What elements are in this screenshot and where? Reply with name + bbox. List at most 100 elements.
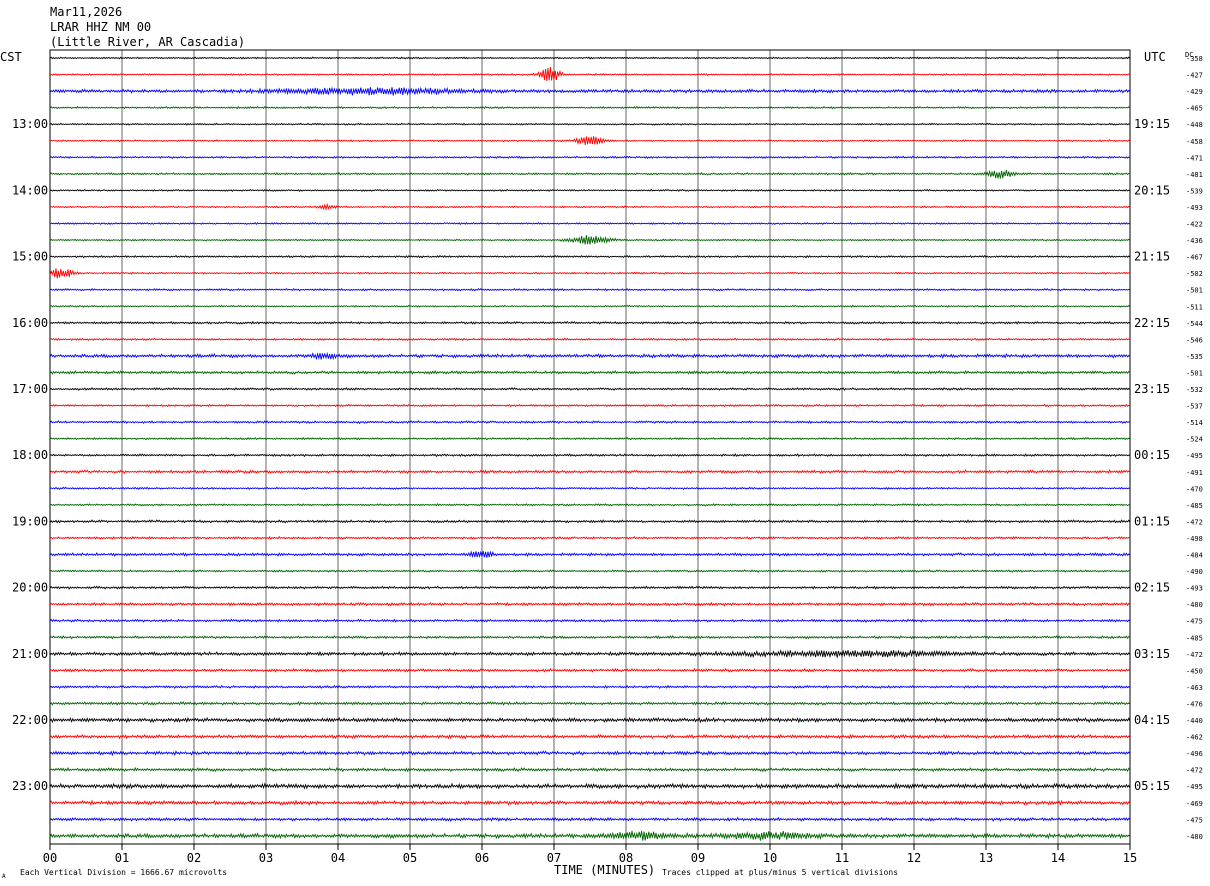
trace-row-38	[49, 684, 1131, 690]
dc-offset-label: -476	[1186, 700, 1203, 708]
left-hour-label: 15:00	[12, 250, 48, 264]
trace-row-37	[49, 667, 1131, 673]
dc-offset-label: -436	[1186, 237, 1203, 245]
trace-row-10	[49, 221, 1131, 226]
trace-row-42	[49, 750, 1131, 757]
x-tick-label: 06	[475, 851, 489, 865]
trace-row-30	[49, 550, 1131, 559]
dc-offset-label: -481	[1186, 171, 1203, 179]
trace-row-45	[49, 799, 1131, 806]
trace-row-28	[49, 519, 1131, 524]
dc-offset-label: -462	[1186, 734, 1203, 742]
x-tick-label: 15	[1123, 851, 1137, 865]
trace-row-36	[49, 648, 1131, 659]
header-station: LRAR HHZ NM 00	[50, 20, 151, 34]
dc-offset-label: -514	[1186, 419, 1203, 427]
right-hour-label: 05:15	[1134, 779, 1170, 793]
left-hour-label: 18:00	[12, 448, 48, 462]
dc-offset-label: -544	[1186, 320, 1203, 328]
trace-row-44	[49, 782, 1131, 790]
trace-row-39	[49, 700, 1131, 707]
dc-offset-label: -490	[1186, 568, 1203, 576]
dc-offset-label: -440	[1186, 717, 1203, 725]
x-tick-label: 02	[187, 851, 201, 865]
dc-offset-label: -501	[1186, 369, 1203, 377]
dc-offset-label: -469	[1186, 800, 1203, 808]
trace-row-20	[49, 386, 1131, 391]
seismic-traces	[49, 56, 1131, 841]
dc-offset-label: -511	[1186, 303, 1203, 311]
trace-row-11	[49, 235, 1131, 245]
x-tick-label: 03	[259, 851, 273, 865]
x-tick-label: 01	[115, 851, 129, 865]
dc-offset-label: -501	[1186, 287, 1203, 295]
dc-offset-label: -485	[1186, 634, 1203, 642]
plot-frame	[49, 49, 1131, 845]
trace-row-41	[49, 733, 1131, 740]
trace-row-1	[49, 66, 1131, 81]
x-tick-label: 00	[43, 851, 57, 865]
dc-offset-label: -498	[1186, 535, 1203, 543]
trace-row-35	[49, 634, 1131, 640]
dc-offset-label: -502	[1186, 270, 1203, 278]
dc-offset-label: -491	[1186, 469, 1203, 477]
header-location: (Little River, AR Cascadia)	[50, 35, 245, 49]
dc-offset-label: -493	[1186, 585, 1203, 593]
trace-row-7	[49, 169, 1131, 179]
trace-row-46	[49, 816, 1131, 822]
right-hour-label: 01:15	[1134, 514, 1170, 528]
trace-row-22	[49, 420, 1131, 425]
dc-offset-label: -546	[1186, 336, 1203, 344]
trace-row-25	[49, 469, 1131, 475]
dc-offset-label: -493	[1186, 204, 1203, 212]
x-tick-label: 04	[331, 851, 345, 865]
trace-row-6	[49, 155, 1131, 160]
dc-offset-label: -472	[1186, 767, 1203, 775]
trace-row-3	[49, 105, 1131, 110]
dc-offset-label: -458	[1186, 138, 1203, 146]
left-hour-label: 20:00	[12, 581, 48, 595]
left-hour-label: 21:00	[12, 647, 48, 661]
trace-row-5	[49, 136, 1131, 146]
left-hour-label: 17:00	[12, 382, 48, 396]
trace-row-27	[49, 502, 1131, 507]
x-tick-label: 11	[835, 851, 849, 865]
dc-offset-label: -495	[1186, 783, 1203, 791]
trace-row-19	[49, 369, 1131, 375]
trace-row-26	[49, 486, 1131, 491]
trace-row-13	[49, 268, 1131, 279]
x-tick-label: 05	[403, 851, 417, 865]
trace-row-24	[49, 453, 1131, 458]
dc-offset-label: -448	[1186, 121, 1203, 129]
corner-mark: A	[2, 873, 6, 880]
x-tick-label: 14	[1051, 851, 1065, 865]
dc-offset-label: -535	[1186, 353, 1203, 361]
trace-row-8	[49, 188, 1131, 193]
trace-row-29	[49, 535, 1131, 540]
dc-offset-label: -475	[1186, 816, 1203, 824]
right-axis-title: UTC	[1144, 50, 1166, 64]
trace-row-33	[49, 601, 1131, 607]
trace-row-17	[49, 337, 1131, 342]
x-tick-label: 07	[547, 851, 561, 865]
x-axis-label: TIME (MINUTES)	[554, 863, 655, 877]
left-axis-title: CST	[0, 50, 22, 64]
dc-offset-label: -485	[1186, 502, 1203, 510]
trace-row-43	[49, 766, 1131, 773]
trace-row-18	[49, 351, 1131, 361]
trace-row-31	[49, 569, 1131, 573]
trace-row-21	[49, 403, 1131, 408]
trace-row-32	[49, 585, 1131, 590]
dc-offset-label: -358	[1186, 55, 1203, 63]
scale-note: Each Vertical Division = 1666.67 microvo…	[20, 868, 227, 877]
left-hour-label: 16:00	[12, 316, 48, 330]
trace-row-47	[49, 830, 1131, 841]
left-hour-label: 19:00	[12, 514, 48, 528]
dc-offset-label: -480	[1186, 833, 1203, 841]
right-hour-label: 02:15	[1134, 581, 1170, 595]
dc-offset-label: -467	[1186, 254, 1203, 262]
dc-title: DC	[1185, 51, 1193, 59]
trace-row-0	[49, 56, 1131, 60]
trace-row-4	[49, 122, 1131, 126]
left-hour-labels: 13:00 14:00 15:00 16:00 17:00 18:00 19:00 20:00…	[12, 117, 48, 793]
